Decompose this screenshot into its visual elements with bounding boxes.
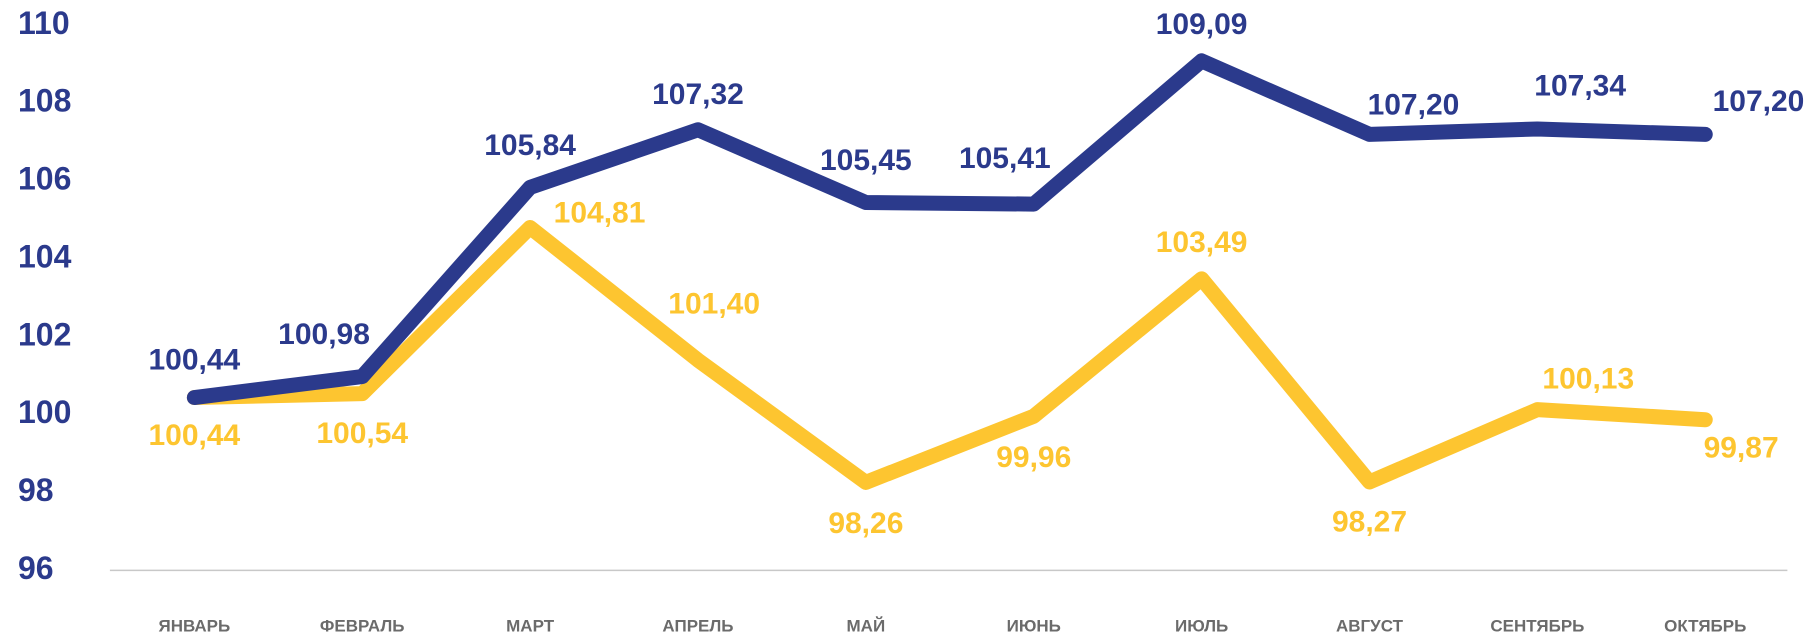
data-label: 98,27 xyxy=(1332,506,1407,539)
data-label: 107,34 xyxy=(1534,69,1626,102)
data-label: 105,45 xyxy=(820,144,912,177)
data-label: 103,49 xyxy=(1156,226,1248,259)
x-tick-label: СЕНТЯБРЬ xyxy=(1490,617,1584,635)
data-label: 105,41 xyxy=(959,142,1051,175)
y-tick-label: 106 xyxy=(18,161,71,197)
y-tick-label: 98 xyxy=(18,472,54,508)
x-tick-label: ИЮЛЬ xyxy=(1175,617,1228,635)
x-tick-label: МАРТ xyxy=(506,617,555,635)
y-tick-label: 108 xyxy=(18,83,71,119)
x-tick-label: ФЕВРАЛЬ xyxy=(320,617,405,635)
data-label: 100,13 xyxy=(1542,363,1634,396)
data-label: 99,96 xyxy=(996,441,1071,474)
x-tick-label: АПРЕЛЬ xyxy=(662,617,733,635)
data-label: 101,40 xyxy=(668,288,760,321)
series-line xyxy=(186,53,1713,406)
y-tick-label: 102 xyxy=(18,316,71,352)
data-label: 107,20 xyxy=(1713,85,1805,118)
data-label: 107,32 xyxy=(652,78,744,111)
data-label: 100,44 xyxy=(148,344,240,377)
data-label: 107,20 xyxy=(1368,89,1460,122)
x-tick-label: ОКТЯБРЬ xyxy=(1664,617,1746,635)
x-tick-label: ЯНВАРЬ xyxy=(158,617,230,635)
x-tick-label: АВГУСТ xyxy=(1336,617,1404,635)
data-label: 100,44 xyxy=(148,419,240,452)
x-tick-label: ИЮНЬ xyxy=(1007,617,1061,635)
data-label: 105,84 xyxy=(484,129,576,162)
y-tick-label: 110 xyxy=(18,5,70,41)
data-label: 100,98 xyxy=(278,318,370,351)
series-line xyxy=(186,219,1713,490)
y-tick-label: 104 xyxy=(18,238,72,274)
y-tick-label: 100 xyxy=(18,394,71,430)
data-label: 98,26 xyxy=(828,507,903,540)
data-label: 100,54 xyxy=(316,417,408,450)
x-tick-label: МАЙ xyxy=(847,617,886,635)
y-tick-label: 96 xyxy=(18,550,54,586)
data-label: 99,87 xyxy=(1704,432,1779,465)
data-label: 104,81 xyxy=(554,197,646,230)
data-label: 109,09 xyxy=(1156,8,1248,41)
